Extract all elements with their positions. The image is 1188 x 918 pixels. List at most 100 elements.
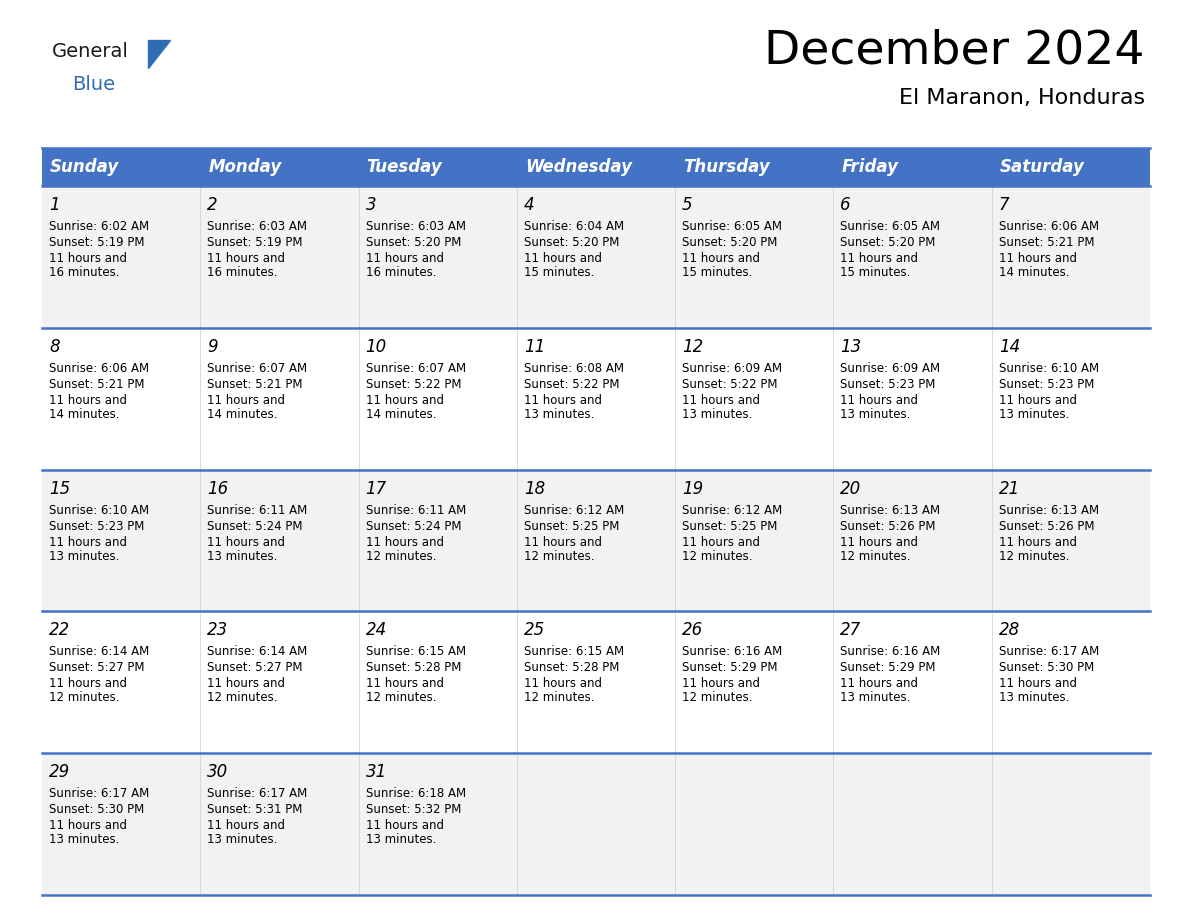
Text: 13 minutes.: 13 minutes. bbox=[840, 691, 911, 704]
Bar bbox=[42, 186, 1150, 328]
Bar bbox=[992, 148, 1150, 186]
Text: 20: 20 bbox=[840, 479, 861, 498]
Bar bbox=[42, 470, 1150, 611]
Text: 12 minutes.: 12 minutes. bbox=[524, 550, 594, 563]
Text: Sunset: 5:30 PM: Sunset: 5:30 PM bbox=[49, 803, 144, 816]
Text: Friday: Friday bbox=[841, 158, 898, 176]
Text: Sunrise: 6:06 AM: Sunrise: 6:06 AM bbox=[999, 220, 1099, 233]
Text: Sunrise: 6:16 AM: Sunrise: 6:16 AM bbox=[682, 645, 783, 658]
Text: Sunset: 5:22 PM: Sunset: 5:22 PM bbox=[366, 378, 461, 391]
Text: Sunrise: 6:10 AM: Sunrise: 6:10 AM bbox=[999, 362, 1099, 375]
Text: Sunrise: 6:09 AM: Sunrise: 6:09 AM bbox=[840, 362, 941, 375]
Text: 2: 2 bbox=[207, 196, 217, 214]
Text: 11 hours and: 11 hours and bbox=[840, 394, 918, 407]
Text: 22: 22 bbox=[49, 621, 70, 640]
Text: Sunrise: 6:10 AM: Sunrise: 6:10 AM bbox=[49, 504, 150, 517]
Text: 16 minutes.: 16 minutes. bbox=[366, 266, 436, 279]
Text: 13 minutes.: 13 minutes. bbox=[999, 408, 1069, 420]
Text: Sunset: 5:28 PM: Sunset: 5:28 PM bbox=[366, 661, 461, 675]
Text: Sunrise: 6:09 AM: Sunrise: 6:09 AM bbox=[682, 362, 782, 375]
Text: 27: 27 bbox=[840, 621, 861, 640]
Text: Sunset: 5:24 PM: Sunset: 5:24 PM bbox=[366, 520, 461, 532]
Text: Wednesday: Wednesday bbox=[525, 158, 632, 176]
Text: Sunset: 5:26 PM: Sunset: 5:26 PM bbox=[999, 520, 1094, 532]
Text: 11 hours and: 11 hours and bbox=[524, 394, 602, 407]
Text: 31: 31 bbox=[366, 763, 387, 781]
Text: Sunset: 5:20 PM: Sunset: 5:20 PM bbox=[524, 236, 619, 249]
Text: 11 hours and: 11 hours and bbox=[682, 677, 760, 690]
Text: Sunday: Sunday bbox=[50, 158, 119, 176]
Text: 29: 29 bbox=[49, 763, 70, 781]
Text: Sunset: 5:28 PM: Sunset: 5:28 PM bbox=[524, 661, 619, 675]
Text: 5: 5 bbox=[682, 196, 693, 214]
Polygon shape bbox=[148, 40, 170, 68]
Text: 12 minutes.: 12 minutes. bbox=[366, 691, 436, 704]
Text: 11 hours and: 11 hours and bbox=[366, 819, 443, 833]
Text: 4: 4 bbox=[524, 196, 535, 214]
Text: Sunset: 5:20 PM: Sunset: 5:20 PM bbox=[840, 236, 936, 249]
Text: 12 minutes.: 12 minutes. bbox=[682, 691, 753, 704]
Text: Tuesday: Tuesday bbox=[367, 158, 442, 176]
Bar bbox=[359, 148, 517, 186]
Text: 11 hours and: 11 hours and bbox=[207, 535, 285, 549]
Text: 11 hours and: 11 hours and bbox=[524, 677, 602, 690]
Text: 6: 6 bbox=[840, 196, 851, 214]
Text: 11 hours and: 11 hours and bbox=[682, 535, 760, 549]
Text: 21: 21 bbox=[999, 479, 1020, 498]
Text: 12 minutes.: 12 minutes. bbox=[366, 550, 436, 563]
Text: 11 hours and: 11 hours and bbox=[840, 677, 918, 690]
Text: 12 minutes.: 12 minutes. bbox=[524, 691, 594, 704]
Text: 13 minutes.: 13 minutes. bbox=[524, 408, 594, 420]
Text: Sunrise: 6:18 AM: Sunrise: 6:18 AM bbox=[366, 788, 466, 800]
Text: 13: 13 bbox=[840, 338, 861, 356]
Text: Blue: Blue bbox=[72, 75, 115, 94]
Text: 1: 1 bbox=[49, 196, 59, 214]
Bar bbox=[42, 148, 201, 186]
Text: Sunset: 5:27 PM: Sunset: 5:27 PM bbox=[207, 661, 303, 675]
Text: Sunrise: 6:11 AM: Sunrise: 6:11 AM bbox=[366, 504, 466, 517]
Text: Sunrise: 6:06 AM: Sunrise: 6:06 AM bbox=[49, 362, 150, 375]
Text: Sunrise: 6:17 AM: Sunrise: 6:17 AM bbox=[49, 788, 150, 800]
Text: Sunrise: 6:17 AM: Sunrise: 6:17 AM bbox=[207, 788, 308, 800]
Text: Sunrise: 6:07 AM: Sunrise: 6:07 AM bbox=[366, 362, 466, 375]
Text: 23: 23 bbox=[207, 621, 228, 640]
Text: 26: 26 bbox=[682, 621, 703, 640]
Bar bbox=[42, 611, 1150, 753]
Bar bbox=[834, 148, 992, 186]
Text: Sunrise: 6:17 AM: Sunrise: 6:17 AM bbox=[999, 645, 1099, 658]
Text: Sunset: 5:20 PM: Sunset: 5:20 PM bbox=[366, 236, 461, 249]
Text: Sunset: 5:31 PM: Sunset: 5:31 PM bbox=[207, 803, 303, 816]
Text: 13 minutes.: 13 minutes. bbox=[682, 408, 752, 420]
Text: Sunset: 5:26 PM: Sunset: 5:26 PM bbox=[840, 520, 936, 532]
Text: Sunset: 5:20 PM: Sunset: 5:20 PM bbox=[682, 236, 777, 249]
Text: 11: 11 bbox=[524, 338, 545, 356]
Text: 3: 3 bbox=[366, 196, 377, 214]
Text: 7: 7 bbox=[999, 196, 1010, 214]
Text: 13 minutes.: 13 minutes. bbox=[49, 834, 119, 846]
Text: 11 hours and: 11 hours and bbox=[840, 535, 918, 549]
Bar bbox=[42, 753, 1150, 895]
Text: Sunrise: 6:16 AM: Sunrise: 6:16 AM bbox=[840, 645, 941, 658]
Text: 11 hours and: 11 hours and bbox=[366, 252, 443, 265]
Text: 11 hours and: 11 hours and bbox=[999, 394, 1076, 407]
Text: 14 minutes.: 14 minutes. bbox=[207, 408, 278, 420]
Text: 11 hours and: 11 hours and bbox=[524, 252, 602, 265]
Text: 16 minutes.: 16 minutes. bbox=[207, 266, 278, 279]
Text: Sunrise: 6:14 AM: Sunrise: 6:14 AM bbox=[49, 645, 150, 658]
Text: 12 minutes.: 12 minutes. bbox=[207, 691, 278, 704]
Text: 11 hours and: 11 hours and bbox=[366, 535, 443, 549]
Text: Sunset: 5:25 PM: Sunset: 5:25 PM bbox=[524, 520, 619, 532]
Bar bbox=[675, 148, 834, 186]
Text: Sunset: 5:32 PM: Sunset: 5:32 PM bbox=[366, 803, 461, 816]
Text: Sunset: 5:29 PM: Sunset: 5:29 PM bbox=[682, 661, 778, 675]
Text: 30: 30 bbox=[207, 763, 228, 781]
Text: 14 minutes.: 14 minutes. bbox=[366, 408, 436, 420]
Text: 11 hours and: 11 hours and bbox=[49, 394, 127, 407]
Text: 11 hours and: 11 hours and bbox=[999, 677, 1076, 690]
Text: Sunrise: 6:07 AM: Sunrise: 6:07 AM bbox=[207, 362, 308, 375]
Text: 11 hours and: 11 hours and bbox=[207, 394, 285, 407]
Text: Sunrise: 6:04 AM: Sunrise: 6:04 AM bbox=[524, 220, 624, 233]
Text: 8: 8 bbox=[49, 338, 59, 356]
Text: 11 hours and: 11 hours and bbox=[49, 252, 127, 265]
Text: Sunset: 5:19 PM: Sunset: 5:19 PM bbox=[207, 236, 303, 249]
